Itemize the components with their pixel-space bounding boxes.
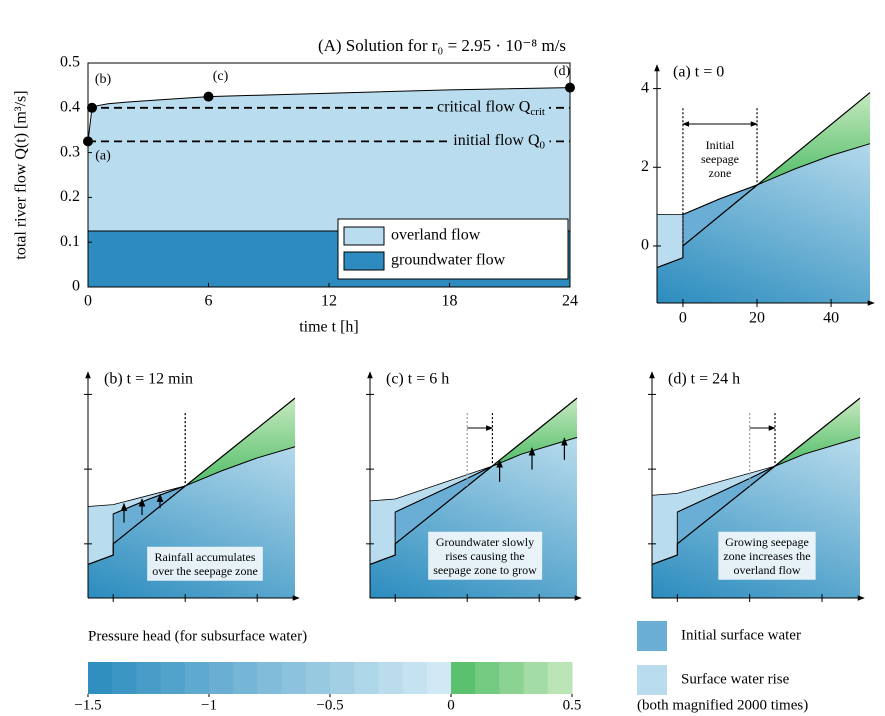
colorbar-bin	[184, 662, 210, 694]
panel-title: (a) t = 0	[673, 64, 724, 81]
point-label: (d)	[554, 64, 571, 79]
panel-title: (b) t = 12 min	[104, 371, 193, 388]
annotation-box	[696, 134, 744, 183]
y-tick-label: 2	[641, 158, 649, 175]
colorbar-bin	[426, 662, 452, 694]
colorbar-bin	[160, 662, 186, 694]
colorbar-bin	[451, 662, 476, 694]
point	[83, 136, 93, 147]
colorbar-bin	[112, 662, 137, 694]
y-tick-label: 4	[641, 79, 649, 96]
reference-subscript: 0	[540, 139, 546, 151]
legend-swatch	[343, 226, 385, 246]
x-tick-label: 6	[205, 293, 213, 310]
colorbar-bin	[499, 662, 525, 694]
annotation-box	[718, 531, 816, 580]
y-tick-label: 0.4	[60, 98, 80, 115]
point-label: (c)	[213, 69, 229, 84]
annotation-text: Groundwater slowly	[436, 535, 534, 549]
legend-swatch	[637, 621, 667, 651]
colorbar-tick-label: 0.5	[563, 697, 582, 713]
legend-swatch	[637, 665, 667, 695]
colorbar-tick-label: −1	[201, 697, 217, 713]
panel-title: (d) t = 24 h	[668, 371, 740, 388]
label-background	[433, 98, 549, 118]
colorbar-bin	[523, 662, 549, 694]
point-label: (b)	[95, 72, 112, 87]
x-tick-label: 24	[562, 293, 578, 310]
legend-label: Initial surface water	[681, 627, 801, 643]
legend-label: Surface water rise	[681, 671, 790, 687]
annotation-text: zone	[709, 166, 732, 180]
x-tick-label: 12	[321, 293, 337, 310]
colorbar-bin	[330, 662, 355, 694]
reference-label: critical flow Qcrit	[437, 98, 545, 117]
colorbar-title: Pressure head (for subsurface water)	[88, 628, 307, 644]
x-tick-label: 18	[442, 293, 458, 310]
legend-label: groundwater flow	[391, 252, 506, 269]
annotation-text: Rainfall accumulates	[155, 550, 256, 564]
legend-note: (both magnified 2000 times)	[637, 697, 808, 713]
colorbar-bin	[233, 662, 258, 694]
terrain	[87, 397, 296, 565]
colorbar-bin	[281, 662, 307, 694]
colorbar-bin	[209, 662, 234, 694]
x-tick-label: 20	[749, 310, 765, 327]
x-axis-label: time t [h]	[299, 319, 359, 336]
panel-title: (c) t = 6 h	[386, 371, 449, 388]
y-tick-label: 0	[641, 237, 649, 254]
legend-label: overland flow	[391, 227, 481, 244]
terrain	[656, 92, 871, 269]
reference-label: initial flow Q0	[453, 132, 545, 151]
colorbar-bin	[354, 662, 379, 694]
point	[203, 91, 214, 102]
annotation-text: over the seepage zone	[152, 564, 258, 578]
colorbar-bin	[547, 662, 573, 694]
y-axis-label: total river flow Q(t) [m³/s]	[13, 90, 30, 259]
y-tick-label: 0	[72, 278, 80, 295]
colorbar-tick-label: −0.5	[316, 697, 343, 713]
colorbar-bin	[378, 662, 404, 694]
colorbar-bin	[257, 662, 283, 694]
point	[87, 102, 98, 113]
colorbar-bin	[136, 662, 162, 694]
colorbar-bin	[402, 662, 428, 694]
point	[565, 82, 575, 93]
colorbar-tick-label: 0	[447, 697, 455, 713]
point-label: (a)	[95, 149, 111, 164]
y-tick-label: 0.1	[60, 233, 80, 250]
annotation-text: seepage	[701, 152, 739, 166]
y-tick-label: 0.5	[60, 54, 80, 71]
terrain	[369, 397, 578, 565]
water-table	[677, 436, 861, 513]
water-table	[682, 143, 871, 215]
colorbar-bin	[88, 662, 113, 694]
reference-subscript: crit	[530, 105, 545, 117]
annotation-text: rises causing the	[445, 549, 524, 563]
figure-title: (A) Solution for r₀ = 2.95 · 10⁻⁸ m/s	[318, 36, 566, 55]
y-tick-label: 0.3	[60, 143, 80, 160]
label-background	[449, 132, 550, 151]
x-tick-label: 40	[823, 310, 839, 327]
terrain	[651, 397, 861, 565]
colorbar-tick-label: −1.5	[74, 697, 101, 713]
annotation-text: Initial	[706, 138, 735, 152]
y-tick-label: 0.2	[60, 188, 80, 205]
annotation-box	[428, 531, 543, 580]
x-tick-label: 0	[84, 293, 92, 310]
annotation-text: seepage zone to grow	[433, 563, 537, 577]
legend-swatch	[343, 251, 385, 271]
annotation-box	[147, 546, 263, 581]
colorbar-bin	[305, 662, 331, 694]
annotation-text: zone increases the	[723, 549, 810, 563]
x-tick-label: 0	[679, 310, 687, 327]
colorbar-bin	[475, 662, 500, 694]
annotation-text: Growing seepage	[725, 535, 809, 549]
annotation-text: overland flow	[734, 563, 801, 577]
